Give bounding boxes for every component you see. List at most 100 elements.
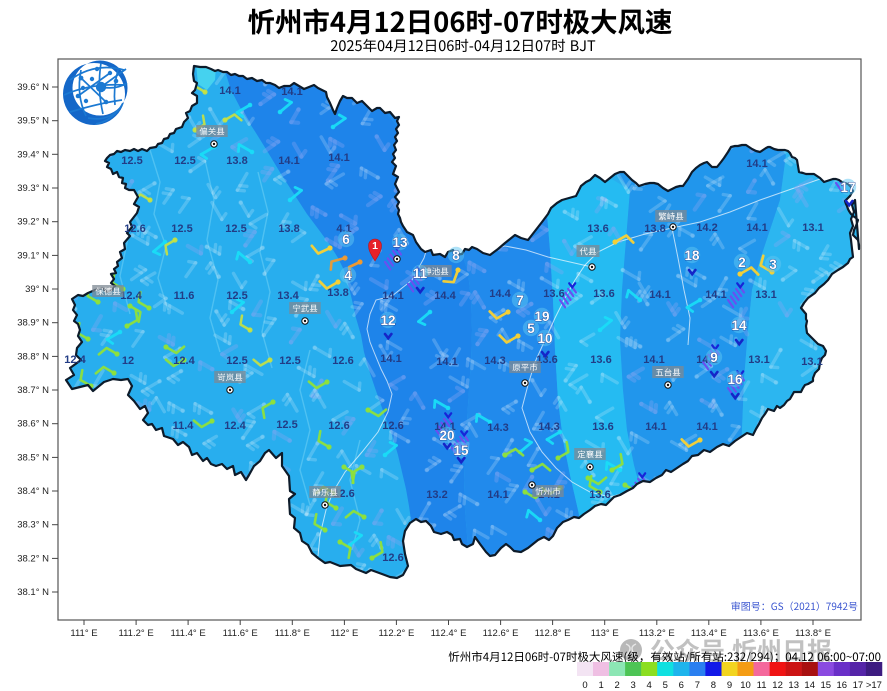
svg-text:13.1: 13.1 xyxy=(801,356,822,368)
svg-text:13: 13 xyxy=(788,680,799,691)
svg-text:113.4° E: 113.4° E xyxy=(691,628,727,639)
svg-text:8: 8 xyxy=(452,248,460,263)
svg-text:3: 3 xyxy=(769,257,777,272)
svg-text:14.1: 14.1 xyxy=(278,155,299,167)
svg-text:13.6: 13.6 xyxy=(593,288,614,300)
svg-text:113.2° E: 113.2° E xyxy=(639,628,675,639)
svg-text:14.1: 14.1 xyxy=(436,356,457,368)
svg-text:2: 2 xyxy=(738,255,746,270)
svg-text:12.5: 12.5 xyxy=(226,355,247,367)
svg-text:12.6: 12.6 xyxy=(382,552,403,564)
svg-text:4: 4 xyxy=(344,268,352,283)
svg-text:39.1° N: 39.1° N xyxy=(17,250,49,261)
svg-text:14.3: 14.3 xyxy=(538,421,559,433)
svg-text:113° E: 113° E xyxy=(591,628,619,639)
svg-text:14.3: 14.3 xyxy=(487,422,508,434)
svg-text:12.6: 12.6 xyxy=(332,355,353,367)
svg-text:12: 12 xyxy=(772,680,783,691)
svg-text:20: 20 xyxy=(439,428,454,443)
svg-text:12.5: 12.5 xyxy=(226,290,247,302)
svg-text:38.1° N: 38.1° N xyxy=(17,587,49,598)
svg-text:12.5: 12.5 xyxy=(276,419,297,431)
svg-text:13.1: 13.1 xyxy=(755,289,776,301)
svg-text:39.2° N: 39.2° N xyxy=(17,217,49,228)
svg-text:12.5: 12.5 xyxy=(174,155,195,167)
svg-text:17: 17 xyxy=(840,180,855,195)
svg-text:39° N: 39° N xyxy=(25,284,49,295)
svg-text:11.6: 11.6 xyxy=(174,290,195,302)
svg-text:111.4° E: 111.4° E xyxy=(171,628,206,639)
svg-text:13.8: 13.8 xyxy=(644,223,665,235)
svg-text:10: 10 xyxy=(740,680,751,691)
svg-text:14.1: 14.1 xyxy=(219,85,240,97)
svg-text:17: 17 xyxy=(853,680,864,691)
svg-text:16: 16 xyxy=(727,372,743,387)
svg-text:39.5° N: 39.5° N xyxy=(17,116,49,127)
svg-text:12.6: 12.6 xyxy=(328,420,349,432)
svg-text:16: 16 xyxy=(837,680,848,691)
svg-text:113.8° E: 113.8° E xyxy=(795,628,831,639)
svg-text:14.4: 14.4 xyxy=(489,288,511,300)
svg-text:12.4: 12.4 xyxy=(64,354,86,366)
svg-text:13.6: 13.6 xyxy=(536,354,557,366)
svg-text:111.8° E: 111.8° E xyxy=(275,628,310,639)
svg-text:3: 3 xyxy=(631,680,636,691)
svg-text:>17: >17 xyxy=(866,680,882,691)
svg-text:113.6° E: 113.6° E xyxy=(743,628,779,639)
svg-text:12.5: 12.5 xyxy=(171,223,192,235)
svg-text:13.6: 13.6 xyxy=(590,354,611,366)
svg-text:13.4: 13.4 xyxy=(277,290,299,302)
svg-text:19: 19 xyxy=(534,309,549,324)
svg-text:18: 18 xyxy=(684,248,700,263)
svg-text:8: 8 xyxy=(711,680,716,691)
svg-text:39.4° N: 39.4° N xyxy=(17,149,49,160)
svg-text:13.6: 13.6 xyxy=(543,288,564,300)
svg-text:39.6° N: 39.6° N xyxy=(17,82,49,93)
svg-text:14.1: 14.1 xyxy=(705,289,726,301)
svg-text:14.1: 14.1 xyxy=(746,158,767,170)
svg-text:13: 13 xyxy=(392,235,408,250)
svg-text:11: 11 xyxy=(757,680,767,691)
svg-text:14.3: 14.3 xyxy=(484,355,505,367)
svg-text:5: 5 xyxy=(663,680,668,691)
svg-text:13.1: 13.1 xyxy=(802,222,823,234)
svg-text:6: 6 xyxy=(679,680,684,691)
svg-text:12: 12 xyxy=(380,313,395,328)
svg-text:12.6: 12.6 xyxy=(382,420,403,432)
svg-text:38.4° N: 38.4° N xyxy=(17,486,49,497)
svg-text:38.7° N: 38.7° N xyxy=(17,385,49,396)
svg-text:2: 2 xyxy=(614,680,619,691)
svg-text:13.8: 13.8 xyxy=(226,155,247,167)
svg-text:12.4: 12.4 xyxy=(173,355,195,367)
svg-text:14.1: 14.1 xyxy=(746,222,767,234)
svg-text:38.3° N: 38.3° N xyxy=(17,520,49,531)
svg-text:12.5: 12.5 xyxy=(121,155,142,167)
svg-text:6: 6 xyxy=(342,232,350,247)
svg-text:14.1: 14.1 xyxy=(645,421,666,433)
svg-text:13.6: 13.6 xyxy=(587,223,608,235)
svg-text:111° E: 111° E xyxy=(70,628,97,639)
svg-text:13.1: 13.1 xyxy=(748,354,769,366)
svg-text:7: 7 xyxy=(695,680,700,691)
svg-text:38.2° N: 38.2° N xyxy=(17,553,49,564)
svg-text:14.1: 14.1 xyxy=(643,354,664,366)
svg-text:12.6: 12.6 xyxy=(124,223,145,235)
svg-text:14.1: 14.1 xyxy=(649,289,670,301)
svg-text:112.8° E: 112.8° E xyxy=(535,628,571,639)
svg-text:14: 14 xyxy=(731,318,747,333)
svg-text:12.4: 12.4 xyxy=(224,420,246,432)
svg-text:13.6: 13.6 xyxy=(592,421,613,433)
svg-text:7: 7 xyxy=(516,293,524,308)
svg-text:11.4: 11.4 xyxy=(173,420,195,432)
svg-text:12.5: 12.5 xyxy=(225,223,246,235)
svg-text:9: 9 xyxy=(727,680,732,691)
svg-text:1: 1 xyxy=(598,680,603,691)
svg-text:38.6° N: 38.6° N xyxy=(17,419,49,430)
svg-text:12: 12 xyxy=(122,355,134,367)
svg-text:112° E: 112° E xyxy=(330,628,358,639)
svg-text:9: 9 xyxy=(710,350,718,365)
svg-text:15: 15 xyxy=(821,680,832,691)
svg-text:13.2: 13.2 xyxy=(426,489,447,501)
svg-text:0: 0 xyxy=(582,680,587,691)
svg-text:1: 1 xyxy=(372,240,378,252)
